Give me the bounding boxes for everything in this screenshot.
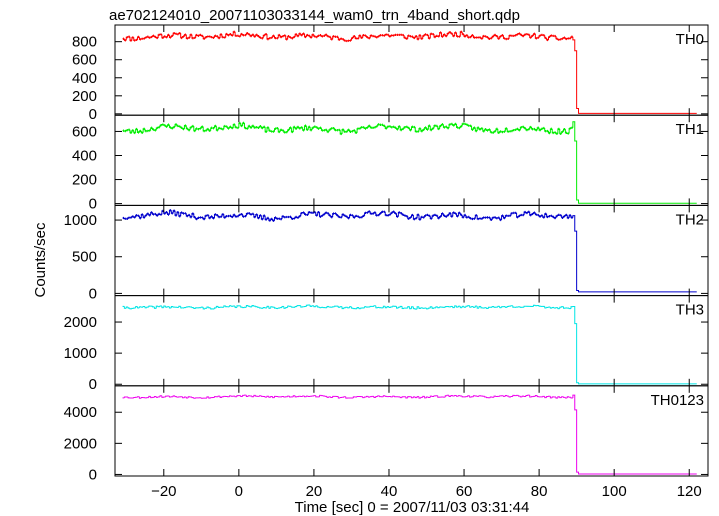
y-tick-label: 200: [72, 172, 97, 189]
x-tick-label: 60: [456, 483, 473, 500]
y-tick-label: 0: [89, 285, 97, 302]
panel-label-th1: TH1: [676, 121, 704, 138]
y-tick-label: 2000: [64, 435, 97, 452]
panel-label-th0123: TH0123: [651, 392, 704, 409]
series-line-th2: [122, 209, 697, 293]
y-tick-label: 0: [89, 466, 97, 483]
panel-label-th2: TH2: [676, 211, 704, 228]
x-tick-label: 120: [677, 483, 702, 500]
series-line-th3: [122, 304, 697, 385]
x-tick-label: −20: [151, 483, 176, 500]
x-tick-label: 20: [306, 483, 323, 500]
y-tick-label: 0: [89, 106, 97, 123]
panel-th0123: 0 2000 4000 TH0123: [64, 385, 709, 483]
series-line-th1: [122, 121, 697, 204]
y-tick-label: 500: [72, 249, 97, 266]
y-tick-label: 200: [72, 88, 97, 105]
y-tick-label: 4000: [64, 404, 97, 421]
y-tick-label: 800: [72, 34, 97, 51]
panel-label-th0: TH0: [676, 31, 704, 48]
panel-th2: 0 500 1000 TH2: [64, 204, 709, 302]
panel-frame: [114, 385, 709, 477]
y-tick-label: 600: [72, 52, 97, 69]
y-tick-label: 1000: [64, 345, 97, 362]
panel-th3: 0 1000 2000 TH3: [64, 295, 709, 393]
x-tick-label: 80: [531, 483, 548, 500]
series-line-th0123: [122, 394, 697, 475]
panel-label-th3: TH3: [676, 302, 704, 319]
y-tick-label: 0: [89, 376, 97, 393]
y-tick-label: 400: [72, 147, 97, 164]
x-axis-title: Time [sec] 0 = 2007/11/03 03:31:44: [295, 499, 530, 516]
series-line-th0: [122, 30, 697, 114]
y-tick-label: 600: [72, 123, 97, 140]
panel-th1: 0 200 400 600 TH1: [72, 114, 709, 213]
x-tick-label: 100: [602, 483, 627, 500]
y-tick-label: 0: [89, 196, 97, 213]
y-axis-title: Counts/sec: [32, 222, 49, 298]
y-tick-label: 1000: [64, 212, 97, 229]
y-tick-label: 2000: [64, 314, 97, 331]
chart-title: ae702124010_20071103033144_wam0_trn_4ban…: [109, 7, 520, 24]
y-tick-label: 400: [72, 70, 97, 87]
x-tick-label: 0: [235, 483, 243, 500]
x-tick-label: 40: [381, 483, 398, 500]
